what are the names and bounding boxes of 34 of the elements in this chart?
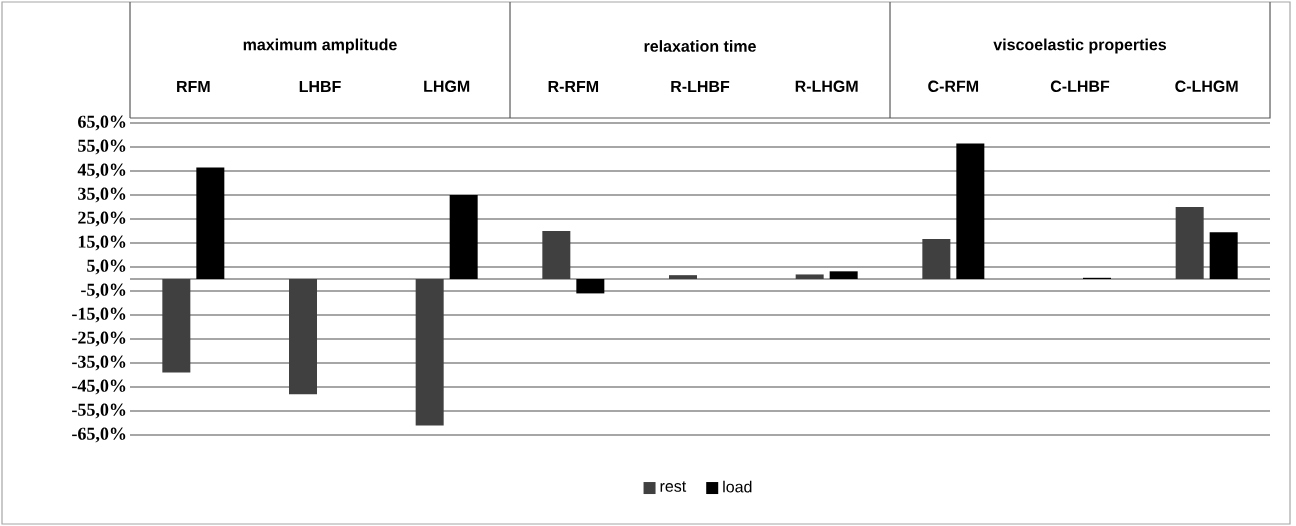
- text: relaxation time: [644, 40, 756, 52]
- x-tick-label: C-RFM: [928, 80, 979, 92]
- y-tick-label: 65,0%: [78, 115, 126, 131]
- x-tick-label: R-LHBF: [671, 80, 730, 92]
- legend-label: load: [723, 480, 752, 493]
- bar: [449, 195, 478, 280]
- y-tick-label: -55,0%: [72, 403, 126, 419]
- bar: [829, 271, 858, 280]
- bar: [196, 167, 225, 280]
- y-tick-label: 55,0%: [78, 139, 126, 155]
- x-tick-label: RFM: [177, 80, 210, 92]
- y-tick-label: -65,0%: [72, 427, 126, 443]
- y-tick-label: -15,0%: [72, 307, 126, 323]
- x-tick-label: LHGM: [424, 80, 470, 92]
- y-tick-label: 45,0%: [77, 163, 126, 179]
- y-tick-label: -5,0%: [81, 283, 126, 299]
- text: maximum amplitude: [243, 38, 397, 54]
- bar: [956, 143, 985, 280]
- bar: [576, 279, 605, 294]
- y-tick-label: -35,0%: [72, 355, 126, 371]
- y-tick-label: -25,0%: [72, 331, 126, 347]
- y-tick-label: 25,0%: [78, 211, 126, 227]
- text: viscoelastic properties: [993, 38, 1167, 54]
- y-tick-label: 35,0%: [78, 187, 126, 203]
- x-tick-label: LHBF: [299, 80, 341, 92]
- x-tick-label: R-RFM: [548, 80, 599, 92]
- bar: [1209, 232, 1238, 280]
- x-tick-label: C-LHGM: [1175, 80, 1238, 92]
- legend-label: rest: [660, 481, 687, 492]
- y-tick-label: -45,0%: [72, 379, 126, 395]
- y-tick-label: 5,0%: [87, 259, 126, 275]
- x-tick-label: R-LHGM: [795, 80, 858, 92]
- y-tick-label: 15,0%: [78, 235, 126, 251]
- x-tick-label: C-LHBF: [1050, 80, 1110, 92]
